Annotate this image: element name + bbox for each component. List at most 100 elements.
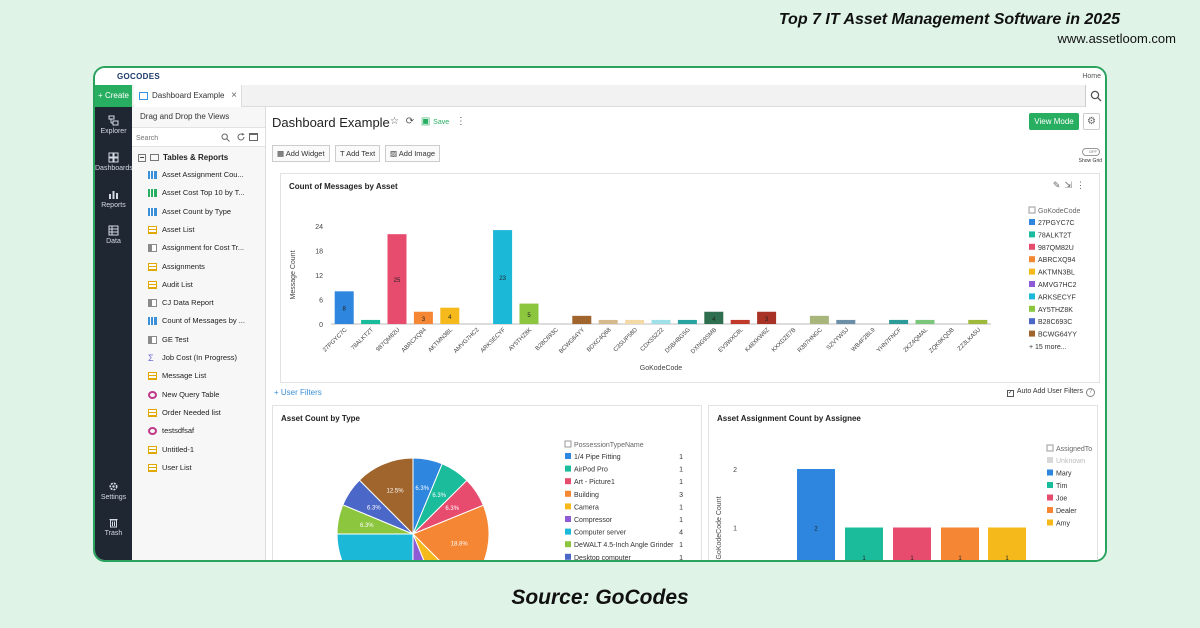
bar-data-label: 3 (765, 317, 769, 323)
user-filters-row: + User Filters ✓ Auto Add User Filters? (266, 383, 1105, 403)
legend-count: 1 (679, 504, 683, 511)
legend-item: DeWALT 4.5-Inch Angle Grinder (574, 542, 674, 549)
bar-data-label: 3 (422, 317, 426, 323)
nav-explorer[interactable]: Explorer (95, 115, 132, 135)
tree-root-tables-reports[interactable]: − Tables & Reports (138, 153, 228, 162)
add-image-button[interactable]: ▨ Add Image (385, 145, 441, 162)
tree-item[interactable]: Untitled-1 (148, 441, 264, 459)
nav-trash[interactable]: Trash (95, 517, 132, 537)
nav-reports[interactable]: Reports (95, 189, 132, 209)
legend-swatch (565, 465, 571, 472)
x-tick-label: SZVYWSJ (826, 327, 850, 351)
star-icon[interactable]: ☆ (390, 116, 399, 127)
legend-swatch (1029, 293, 1035, 300)
pivot-icon (148, 335, 157, 344)
dashboard-settings-button[interactable]: ⚙ (1083, 113, 1100, 130)
checkbox-checked-icon[interactable]: ✓ (1006, 390, 1014, 397)
home-link[interactable]: Home (1082, 73, 1101, 80)
folder-icon[interactable] (249, 133, 258, 141)
gear-icon (109, 482, 118, 491)
nav-label: Reports (101, 202, 126, 209)
title-actions: ☆ ⟳ ▣ Save ⋮ (390, 116, 466, 127)
bar (361, 319, 381, 324)
legend-item: Art - Picture1 (574, 479, 615, 486)
widget-assignment-count: Asset Assignment Count by Assignee 1 2 GoK… (708, 405, 1098, 560)
tree-item[interactable]: GE Test (148, 331, 264, 349)
more-options-icon[interactable]: ⋮ (1076, 180, 1089, 190)
help-icon[interactable]: ? (1086, 388, 1095, 397)
user-filters-link[interactable]: + User Filters (274, 388, 322, 397)
legend-swatch (565, 478, 571, 485)
tree-item[interactable]: Σ Job Cost (In Progress) (148, 349, 264, 367)
tree-item[interactable]: Assignment for Cost Tr... (148, 239, 264, 257)
nav-dashboards[interactable]: Dashboards (95, 152, 133, 172)
add-text-button[interactable]: T Add Text (335, 145, 381, 162)
more-options-icon[interactable]: ⋮ (455, 116, 466, 127)
x-tick-label: WB4F2BL9 (851, 327, 877, 353)
tree-item[interactable]: User List (148, 459, 264, 477)
legend-swatch (565, 490, 571, 497)
tree-item[interactable]: Asset List (148, 221, 264, 239)
export-icon[interactable]: ⇲ (1064, 180, 1076, 190)
view-mode-button[interactable]: View Mode (1029, 113, 1079, 130)
refresh-icon[interactable]: ⟳ (405, 116, 415, 127)
legend-item: ARKSECYF (1038, 294, 1076, 301)
app-screenshot-frame: GOCODES Home + Create Dashboard Example … (93, 66, 1107, 562)
tree-item-label: Asset Count by Type (162, 206, 232, 216)
tree-item[interactable]: Order Needed list (148, 404, 264, 422)
tree-root-label: Tables & Reports (163, 153, 229, 162)
global-search-button[interactable] (1085, 85, 1105, 107)
tree-item[interactable]: Count of Messages by ... (148, 312, 264, 330)
legend-item: Building (574, 492, 599, 499)
legend-item: BCWG64YY (1038, 332, 1077, 339)
bar-chart-icon (148, 207, 157, 216)
search-input[interactable] (136, 131, 216, 145)
pie-data-label: 12.5% (387, 488, 405, 494)
legend-count: 1 (679, 467, 683, 474)
widget-title: Asset Assignment Count by Assignee (717, 414, 861, 423)
tree-item[interactable]: Assignments (148, 258, 264, 276)
tree-item[interactable]: New Query Table (148, 386, 264, 404)
nav-settings[interactable]: Settings (95, 481, 132, 501)
x-tick-label: ZKZ4QMAL (903, 327, 930, 354)
data-icon (108, 225, 119, 236)
collapse-icon[interactable]: − (138, 152, 146, 162)
tree-item[interactable]: Message List (148, 367, 264, 385)
y-tick-label: 24 (315, 224, 323, 231)
x-tick-label: EV3WXC8L (718, 327, 745, 354)
tree-item[interactable]: testsdfsaf (148, 422, 264, 440)
bar (598, 319, 618, 324)
tree-item[interactable]: Asset Count by Type (148, 203, 264, 221)
search-icon[interactable] (221, 133, 230, 142)
legend-header-checkbox (1046, 444, 1054, 452)
legend-item: Tim (1056, 483, 1068, 490)
banner-title: Top 7 IT Asset Management Software in 20… (778, 11, 1120, 28)
tree-item[interactable]: Audit List (148, 276, 264, 294)
close-icon[interactable]: × (231, 90, 237, 101)
bar (809, 315, 829, 324)
gear-icon: ⚙ (1087, 116, 1096, 127)
bar (730, 319, 750, 324)
legend-swatch (1047, 507, 1053, 513)
nav-data[interactable]: Data (95, 225, 132, 245)
show-grid-toggle[interactable]: OFF (1082, 148, 1100, 156)
tree-item[interactable]: CJ Data Report (148, 294, 264, 312)
legend-item: ABRCXQ94 (1038, 257, 1075, 264)
refresh-icon[interactable] (236, 132, 246, 142)
tree-item[interactable]: Asset Cost Top 10 by T... (148, 184, 264, 202)
image-icon: ▨ (390, 149, 398, 158)
add-widget-button[interactable]: ▦ Add Widget (272, 145, 330, 162)
bar (797, 469, 835, 560)
create-button[interactable]: + Create (95, 85, 132, 107)
x-tick-label: D5BHBG5G (664, 327, 692, 355)
legend-item: Mary (1056, 471, 1072, 478)
table-icon (148, 408, 157, 417)
tab-row: + Create Dashboard Example × (95, 85, 1105, 107)
tree-item-label: testsdfsaf (162, 426, 195, 436)
edit-icon[interactable]: ✎ (1052, 180, 1065, 190)
tree-item[interactable]: Asset Assignment Cou... (148, 166, 264, 184)
tree-item-label: Job Cost (In Progress) (162, 353, 238, 362)
save-button[interactable]: ▣ Save (421, 116, 449, 127)
tab-dashboard-example[interactable]: Dashboard Example × (134, 85, 242, 107)
auto-add-filters[interactable]: ✓ Auto Add User Filters? (1006, 388, 1095, 397)
